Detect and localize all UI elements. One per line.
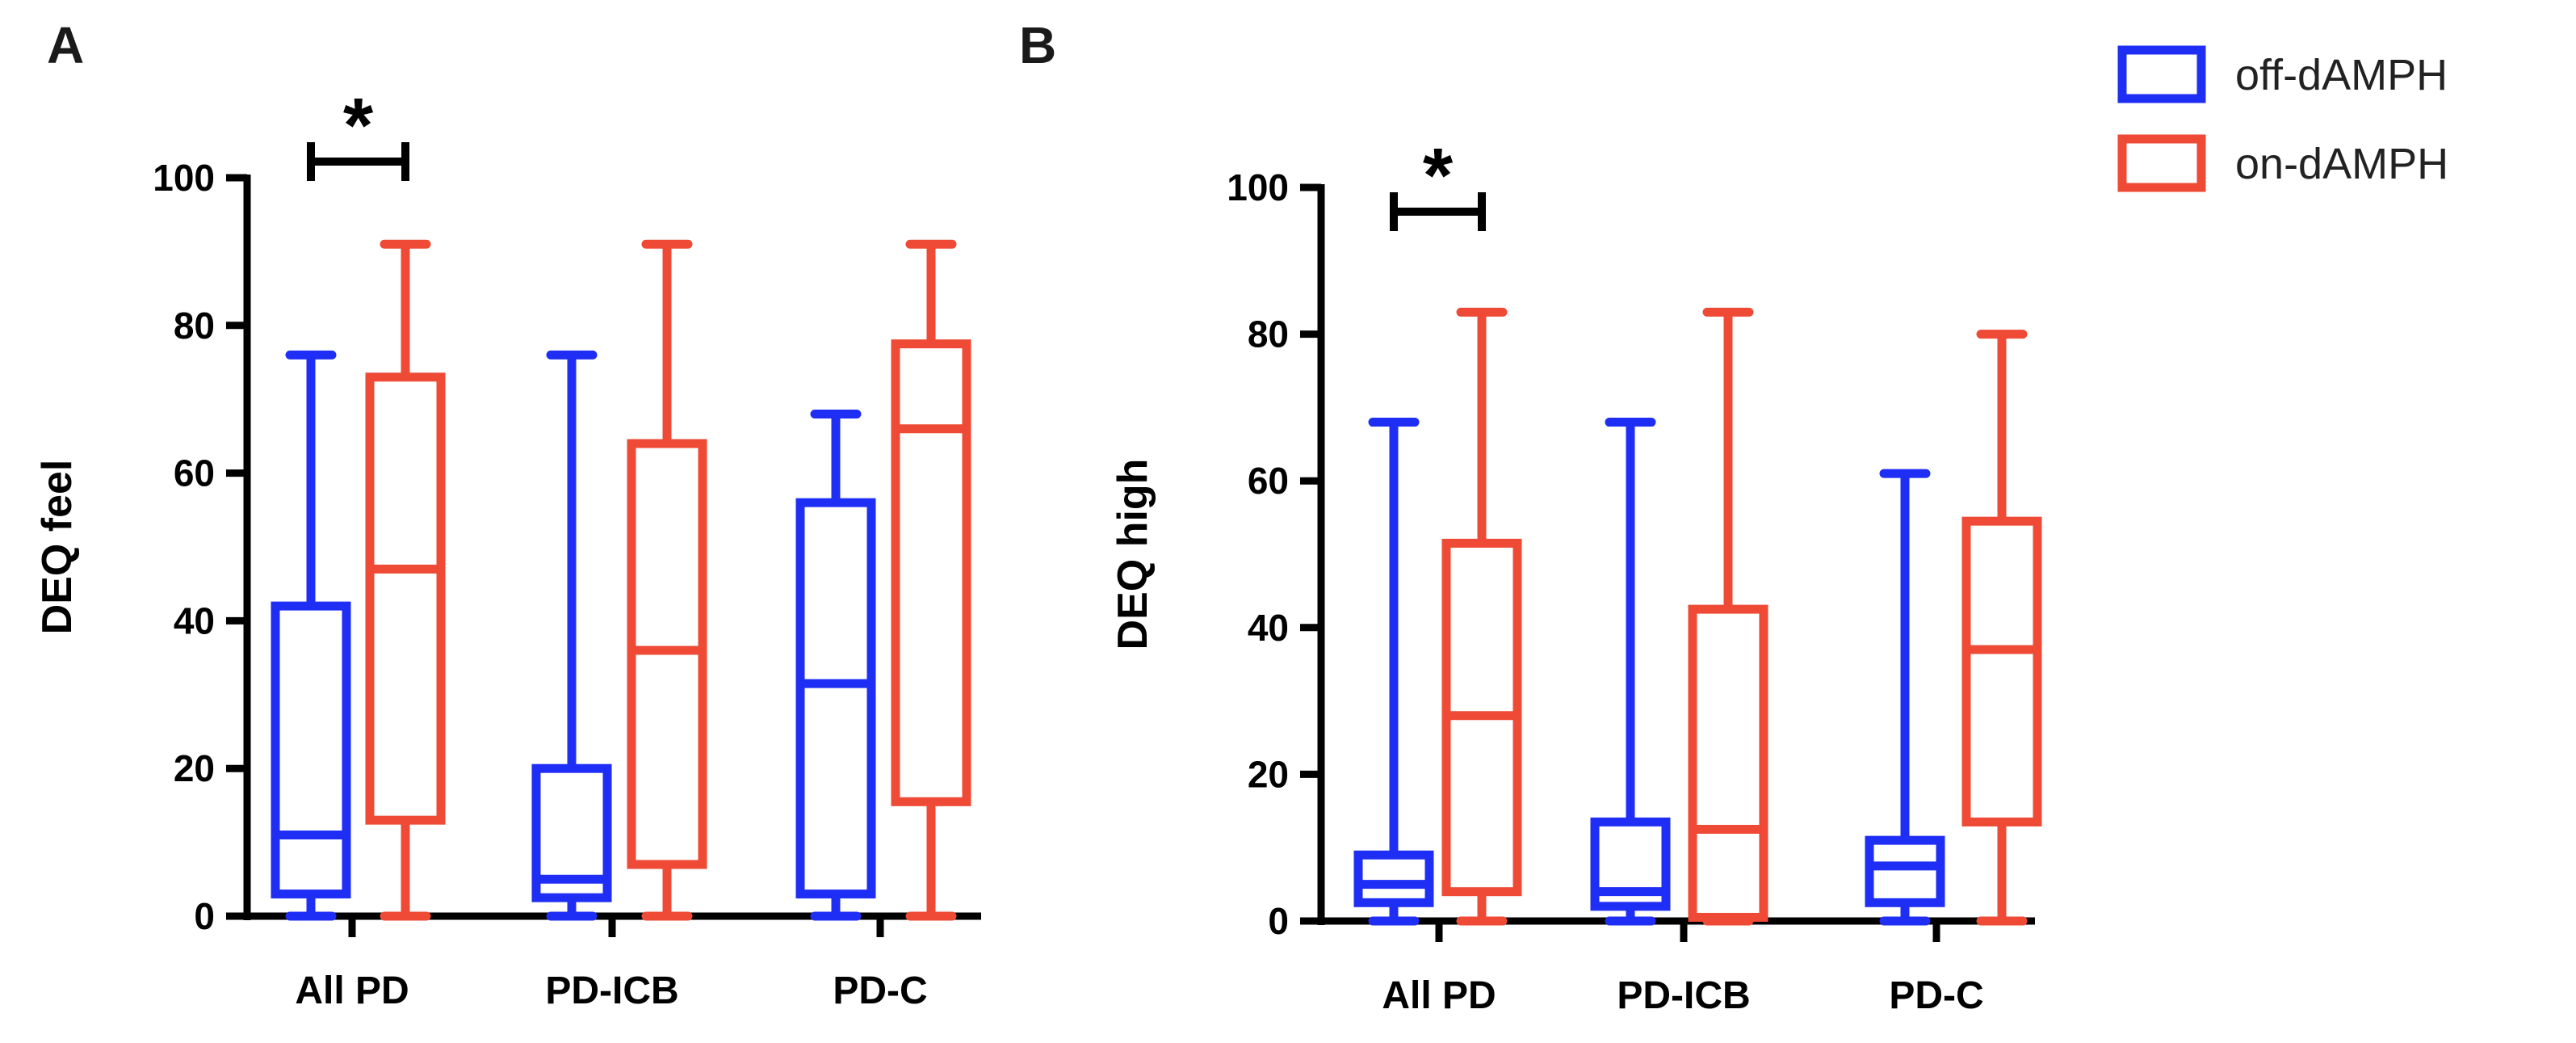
legend-swatch-off-dAMPH — [2117, 45, 2206, 103]
significance-star: * — [1423, 132, 1454, 219]
x-tick-label: PD-ICB — [545, 969, 678, 1012]
box-iqr — [1688, 604, 1768, 922]
y-tick-label: 80 — [1248, 313, 1289, 355]
box-on-dAMPH-all-pd — [1441, 307, 1522, 926]
box-on-dAMPH-pd-c — [1961, 330, 2042, 926]
box-iqr — [795, 498, 876, 899]
y-tick-label: 0 — [194, 895, 215, 937]
significance-bracket: * — [307, 82, 409, 181]
y-tick-label: 0 — [1268, 900, 1289, 942]
x-tick-label: PD-C — [833, 969, 927, 1012]
significance-bracket: * — [1390, 132, 1486, 231]
y-tick-label: 20 — [1248, 753, 1289, 795]
box-off-dAMPH-all-pd — [271, 350, 351, 921]
box-on-dAMPH-all-pd — [365, 239, 446, 921]
y-tick-label: 60 — [174, 452, 215, 494]
box-iqr — [1961, 516, 2042, 826]
box-off-dAMPH-pd-c — [1865, 469, 1945, 926]
panel-b: B DEQ high 0 20 40 60 80 100 All PD PD-ICB PD-C * — [1019, 16, 2042, 1017]
legend-label-on-dAMPH: on-dAMPH — [2235, 140, 2448, 188]
y-tick-label: 40 — [174, 599, 215, 641]
box-on-dAMPH-pd-c — [891, 239, 971, 921]
box-iqr — [1865, 835, 1945, 907]
box-iqr — [365, 372, 446, 825]
x-tick-label: PD-C — [1889, 974, 1983, 1017]
panel-a: A DEQ feel 0 20 40 60 80 100 All PD PD-ICB PD-C * — [34, 16, 981, 1012]
legend: off-dAMPH on-dAMPH — [2117, 45, 2448, 192]
panel-label: B — [1019, 16, 1056, 74]
box-off-dAMPH-pd-icb — [531, 350, 612, 921]
box-on-dAMPH-pd-icb — [627, 239, 707, 921]
y-tick-label: 100 — [153, 157, 215, 199]
box-off-dAMPH-pd-icb — [1590, 418, 1671, 926]
box-off-dAMPH-pd-c — [795, 409, 876, 921]
y-tick-label: 20 — [174, 747, 215, 789]
box-on-dAMPH-pd-icb — [1688, 307, 1768, 926]
y-axis-title: DEQ high — [1110, 459, 1156, 650]
x-tick-label: PD-ICB — [1617, 974, 1750, 1017]
x-tick-label: All PD — [1382, 974, 1496, 1017]
legend-swatch-on-dAMPH — [2117, 134, 2206, 192]
y-tick-label: 40 — [1248, 607, 1289, 649]
box-iqr — [271, 601, 351, 899]
x-tick-label: All PD — [295, 969, 409, 1012]
significance-star: * — [343, 82, 374, 169]
legend-label-off-dAMPH: off-dAMPH — [2235, 51, 2448, 99]
panel-label: A — [47, 16, 84, 74]
y-tick-label: 60 — [1248, 460, 1289, 502]
box-off-dAMPH-all-pd — [1353, 418, 1434, 926]
box-iqr — [1353, 850, 1434, 907]
y-tick-label: 80 — [174, 305, 215, 347]
y-axis-title: DEQ feel — [34, 460, 81, 635]
box-iqr — [891, 339, 971, 806]
y-tick-label: 100 — [1227, 166, 1289, 208]
